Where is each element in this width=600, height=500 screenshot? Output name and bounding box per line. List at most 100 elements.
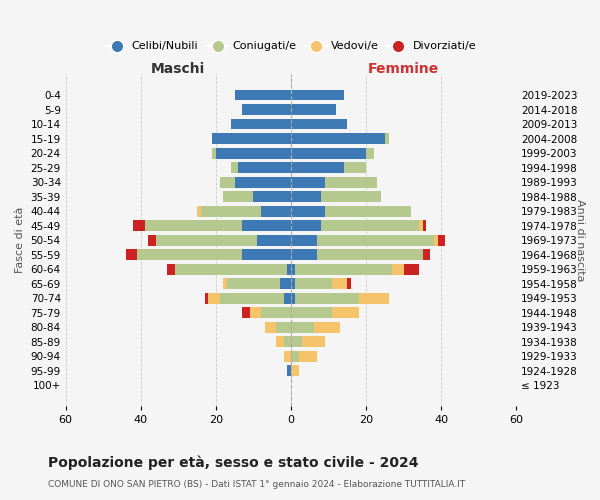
Bar <box>284 351 291 362</box>
Bar <box>332 278 347 289</box>
Bar <box>212 148 291 158</box>
Bar <box>253 191 291 202</box>
Bar <box>242 220 291 231</box>
Bar <box>133 220 291 231</box>
Bar <box>291 264 295 274</box>
Bar <box>242 104 291 115</box>
Bar <box>276 336 291 347</box>
Bar <box>223 278 291 289</box>
Bar <box>220 176 291 188</box>
Bar <box>291 104 336 115</box>
Bar <box>291 133 385 144</box>
Bar <box>223 191 291 202</box>
Bar <box>231 118 291 130</box>
Bar <box>291 176 325 188</box>
Bar <box>201 206 291 216</box>
Bar <box>235 176 291 188</box>
Bar <box>197 206 291 216</box>
Bar <box>205 293 291 304</box>
Bar <box>235 90 291 101</box>
Bar <box>321 220 419 231</box>
Bar <box>220 293 291 304</box>
Bar <box>291 162 344 173</box>
Bar <box>287 366 291 376</box>
Bar <box>156 235 291 246</box>
Bar <box>261 308 291 318</box>
Bar <box>291 351 299 362</box>
Bar <box>231 162 291 173</box>
Bar <box>302 336 325 347</box>
Bar <box>235 90 291 101</box>
Bar <box>291 90 344 101</box>
Bar <box>223 191 291 202</box>
Bar <box>231 118 291 130</box>
Bar <box>291 148 366 158</box>
Bar <box>291 235 317 246</box>
Bar <box>280 278 291 289</box>
Bar <box>317 235 434 246</box>
Bar <box>276 322 291 333</box>
Bar <box>145 220 291 231</box>
Bar <box>434 235 437 246</box>
Bar <box>291 336 302 347</box>
Bar <box>242 104 291 115</box>
Bar <box>287 264 291 274</box>
Bar <box>392 264 404 274</box>
Bar <box>197 206 291 216</box>
Bar <box>238 162 291 173</box>
Bar <box>291 250 317 260</box>
Bar <box>148 235 291 246</box>
Bar <box>212 148 291 158</box>
Bar <box>227 278 291 289</box>
Bar <box>287 366 291 376</box>
Bar <box>325 206 411 216</box>
Bar <box>291 118 347 130</box>
Bar <box>347 278 351 289</box>
Bar <box>385 133 389 144</box>
Bar <box>314 322 340 333</box>
Bar <box>208 293 291 304</box>
Bar <box>257 235 291 246</box>
Bar <box>216 148 291 158</box>
Bar <box>284 293 291 304</box>
Bar <box>287 366 291 376</box>
Bar <box>175 264 291 274</box>
Bar <box>366 148 374 158</box>
Bar <box>212 133 291 144</box>
Bar <box>231 118 291 130</box>
Bar <box>235 90 291 101</box>
Bar <box>212 148 291 158</box>
Bar <box>359 293 389 304</box>
Bar <box>156 235 291 246</box>
Bar <box>284 336 291 347</box>
Bar <box>291 206 325 216</box>
Text: Maschi: Maschi <box>151 62 205 76</box>
Bar <box>212 133 291 144</box>
Y-axis label: Anni di nascita: Anni di nascita <box>575 199 585 281</box>
Bar <box>220 176 291 188</box>
Bar <box>250 308 291 318</box>
Bar <box>242 104 291 115</box>
Y-axis label: Fasce di età: Fasce di età <box>15 207 25 274</box>
Bar <box>231 162 291 173</box>
Bar <box>404 264 419 274</box>
Bar <box>325 176 377 188</box>
Bar <box>242 250 291 260</box>
Bar <box>212 133 291 144</box>
Bar <box>137 250 291 260</box>
Bar <box>276 336 291 347</box>
Text: Popolazione per età, sesso e stato civile - 2024: Popolazione per età, sesso e stato civil… <box>48 455 419 469</box>
Bar <box>145 220 291 231</box>
Bar <box>422 250 430 260</box>
Bar <box>235 90 291 101</box>
Bar <box>242 104 291 115</box>
Bar <box>317 250 422 260</box>
Text: COMUNE DI ONO SAN PIETRO (BS) - Dati ISTAT 1° gennaio 2024 - Elaborazione TUTTIT: COMUNE DI ONO SAN PIETRO (BS) - Dati IST… <box>48 480 465 489</box>
Bar <box>291 293 295 304</box>
Bar <box>287 366 291 376</box>
Bar <box>321 191 381 202</box>
Bar <box>231 162 291 173</box>
Bar <box>167 264 291 274</box>
Bar <box>295 264 392 274</box>
Bar <box>299 351 317 362</box>
